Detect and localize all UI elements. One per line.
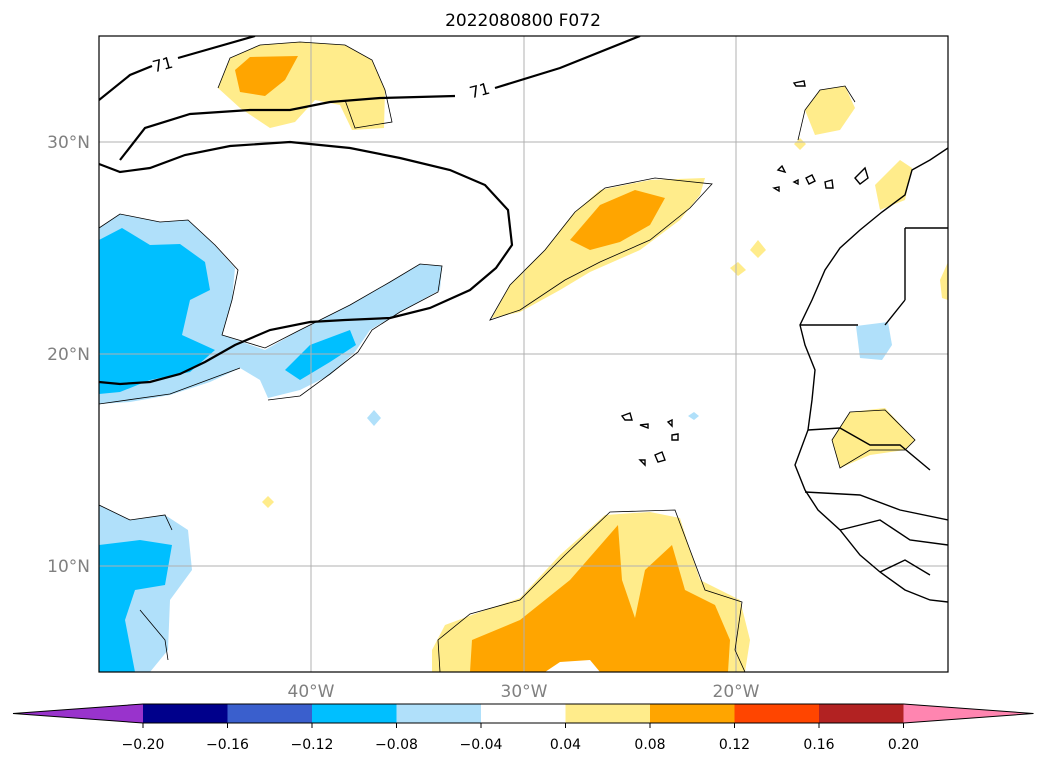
country-border-2 bbox=[804, 427, 948, 521]
negative-spot-tiny bbox=[688, 412, 699, 420]
map-frame bbox=[98, 35, 949, 673]
thin-contour-southwest bbox=[99, 504, 173, 661]
positive-region-south-gap bbox=[545, 660, 600, 672]
colorbar-segment bbox=[227, 704, 313, 723]
country-border-1 bbox=[800, 227, 948, 326]
lon-label-30w: 30°W bbox=[501, 682, 548, 702]
colorbar-segment bbox=[734, 704, 820, 723]
colorbar-segment bbox=[650, 704, 735, 723]
positive-region-central-core bbox=[570, 190, 665, 250]
contour-label-71-left: 71 bbox=[150, 53, 175, 77]
lat-label-20n: 20°N bbox=[47, 345, 90, 365]
colorbar-segment bbox=[819, 704, 904, 723]
africa-coastline bbox=[794, 147, 948, 603]
thin-contour-north bbox=[217, 41, 393, 129]
positive-spot-east-edge bbox=[940, 262, 948, 300]
contour-71-lower bbox=[99, 140, 514, 386]
coastlines bbox=[620, 80, 948, 603]
lat-label-10n: 10°N bbox=[47, 557, 90, 577]
thin-contour-africa bbox=[831, 409, 916, 469]
colorbar-tick-label: −0.04 bbox=[460, 737, 503, 753]
thick-contours bbox=[99, 36, 641, 386]
colorbar-segment bbox=[312, 704, 397, 723]
positive-region-north-core bbox=[235, 56, 298, 96]
colorbar-segment bbox=[565, 704, 651, 723]
lon-label-20w: 20°W bbox=[713, 682, 760, 702]
negative-region-southwest-core bbox=[99, 540, 172, 672]
gridlines bbox=[99, 36, 948, 672]
figure-title: 2022080800 F072 bbox=[445, 11, 601, 31]
colorbar-tick-label: −0.12 bbox=[291, 737, 334, 753]
contour-71-upper bbox=[99, 36, 641, 161]
thin-contour-central bbox=[489, 177, 713, 321]
positive-region-africa bbox=[832, 408, 915, 468]
positive-region-south-core bbox=[470, 525, 730, 672]
colorbar-segment bbox=[396, 704, 482, 723]
lat-label-30n: 30°N bbox=[47, 133, 90, 153]
longitude-labels: 40°W 30°W 20°W bbox=[288, 682, 760, 702]
negative-region-west-streak bbox=[285, 330, 356, 380]
shaded-fields bbox=[99, 42, 948, 672]
colorbar-tick-label: 0.20 bbox=[888, 737, 919, 753]
country-border-3 bbox=[839, 519, 948, 576]
colorbar-segment bbox=[481, 704, 566, 723]
positive-spot-small-2 bbox=[730, 262, 746, 276]
cape-verde-islands bbox=[620, 412, 679, 467]
negative-region-west-core bbox=[99, 228, 215, 394]
negative-spot-small bbox=[367, 410, 381, 426]
colorbar-tick-label: 0.12 bbox=[719, 737, 750, 753]
madeira bbox=[792, 80, 806, 87]
thin-contour-west bbox=[99, 213, 443, 405]
negative-spot-africa bbox=[856, 322, 892, 360]
colorbar-tick-label: 0.16 bbox=[803, 737, 834, 753]
thin-contour-ne bbox=[797, 85, 856, 141]
contour-label-71-right: 71 bbox=[467, 79, 492, 103]
canary-islands bbox=[772, 164, 869, 193]
colorbar: −0.20 −0.16 −0.12 −0.08 −0.04 0.04 0.08 0.12 0.1… bbox=[12, 703, 1034, 753]
colorbar-tick-label: 0.08 bbox=[634, 737, 665, 753]
map-panel: 71 71 30°N 20°N 10°N 40°W 30°W 20°W bbox=[47, 35, 949, 702]
lon-label-40w: 40°W bbox=[288, 682, 335, 702]
positive-spot-northeast bbox=[805, 86, 855, 135]
colorbar-segment bbox=[143, 704, 228, 723]
colorbar-extend-min bbox=[13, 704, 143, 723]
positive-spot-small-4 bbox=[794, 138, 806, 150]
colorbar-tick-label: 0.04 bbox=[550, 737, 581, 753]
colorbar-tick-label: −0.08 bbox=[375, 737, 418, 753]
latitude-labels: 30°N 20°N 10°N bbox=[47, 133, 90, 577]
thin-contour-outlines bbox=[99, 41, 916, 672]
colorbar-extend-max bbox=[903, 704, 1034, 723]
positive-spot-small-3 bbox=[262, 496, 274, 508]
colorbar-tick-label: −0.20 bbox=[122, 737, 165, 753]
colorbar-tick-label: −0.16 bbox=[206, 737, 249, 753]
positive-spot-small-1 bbox=[750, 240, 766, 258]
thin-contour-south bbox=[437, 509, 746, 672]
